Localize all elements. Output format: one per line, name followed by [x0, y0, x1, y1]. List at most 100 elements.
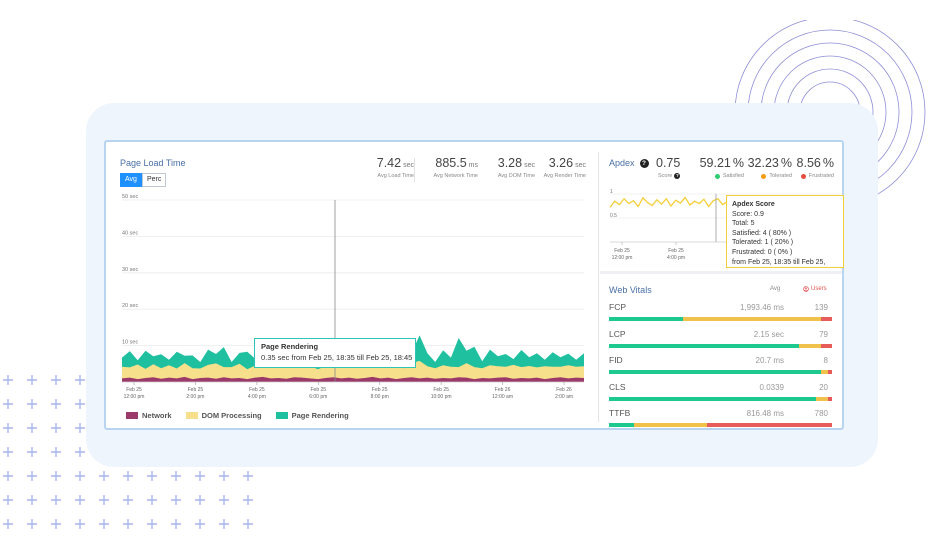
vital-name: CLS	[609, 381, 626, 392]
good-segment	[609, 396, 817, 401]
plus-icon	[51, 471, 61, 481]
x-tick-label: 8:00 pm	[371, 394, 389, 400]
vital-distribution-bar	[609, 370, 832, 374]
help-icon[interactable]: ?	[639, 158, 649, 168]
x-tick-label: Feb 26	[495, 387, 511, 393]
metric-avg-render-time: 3.26 sec Avg Render Time	[544, 156, 586, 179]
x-tick-label: Feb 26	[556, 387, 572, 393]
legend-swatch	[185, 412, 198, 419]
network-area	[122, 376, 584, 382]
chart-legend: Network DOM Processing Page Rendering	[126, 411, 349, 420]
plus-icon	[75, 423, 85, 433]
plus-icon	[51, 423, 61, 433]
web-vital-row-fcp[interactable]: FCP 1,993.46 ms 139	[609, 302, 832, 328]
web-vital-row-cls[interactable]: CLS 0.0339 20	[609, 382, 832, 408]
metric-label: Avg Render Time	[543, 173, 586, 179]
tooltip-title: Page Rendering	[261, 342, 319, 351]
plus-icon	[27, 519, 37, 529]
metric-value: 3.26	[548, 156, 574, 170]
web-vitals-avg-header: Avg	[770, 286, 781, 292]
tooltip-title: Apdex Score	[732, 201, 775, 208]
page-load-title: Page Load Time	[120, 158, 186, 168]
plus-icon	[75, 471, 85, 481]
web-vital-row-fid[interactable]: FID 20.7 ms 8	[609, 355, 832, 381]
vital-name: FID	[609, 355, 623, 365]
legend-page-rendering[interactable]: Page Rendering	[275, 411, 349, 420]
x-tick-label: 2:00 pm	[186, 394, 204, 400]
y-tick-label: 10 sec	[122, 340, 138, 346]
plus-icon	[27, 375, 37, 385]
plus-icon	[75, 375, 85, 385]
apdex-score-label: Score	[657, 173, 673, 179]
satisfied-label: Satisfied	[722, 173, 744, 179]
plus-icon	[243, 495, 253, 505]
percent-unit: %	[732, 156, 744, 170]
x-tick-label: Feb 25	[372, 387, 388, 393]
metric-unit: ms	[468, 162, 478, 169]
web-vital-row-ttfb[interactable]: TTFB 816.48 ms 780	[609, 408, 832, 434]
plus-icon	[75, 399, 85, 409]
perc-toggle-button[interactable]: Perc	[141, 173, 167, 187]
avg-perc-toggle: Avg Perc	[120, 173, 167, 187]
needs-improvement-segment	[798, 343, 821, 348]
web-vitals-title: Web Vitals	[609, 285, 652, 295]
users-label: Users	[811, 286, 827, 292]
frustrated-dot	[800, 173, 806, 179]
plus-icon	[195, 471, 205, 481]
plus-icon	[195, 519, 205, 529]
metric-value: 885.5	[435, 156, 467, 170]
x-tick-label: 10:00 pm	[431, 394, 452, 400]
vital-avg: 20.7 ms	[755, 356, 784, 365]
plus-icon	[123, 471, 133, 481]
apdex-panel: Apdex ? 0.75 Score? 59.21% Satisfied 32.…	[600, 142, 844, 268]
plus-icon	[147, 495, 157, 505]
x-tick-label: Feb 25	[310, 387, 326, 393]
metric-avg-network-time: 885.5 ms Avg Network Time	[433, 156, 478, 179]
poor-segment	[827, 396, 832, 401]
help-icon[interactable]: ?	[674, 173, 681, 179]
vital-users: 79	[819, 329, 828, 339]
x-tick-label: Feb 25	[668, 248, 684, 254]
vital-users: 20	[819, 382, 828, 392]
needs-improvement-segment	[633, 423, 708, 427]
y-tick-label: 1	[610, 189, 613, 195]
panel-divider	[598, 152, 599, 422]
x-tick-label: 12:00 pm	[124, 394, 145, 400]
plus-icon	[243, 471, 253, 481]
plus-icon	[147, 471, 157, 481]
plus-icon	[219, 471, 229, 481]
tolerated-value: 32.23	[747, 156, 779, 170]
legend-network[interactable]: Network	[126, 411, 172, 420]
plus-icon	[51, 447, 61, 457]
tooltip-line: Total: 5	[732, 220, 755, 228]
tooltip-body: 0.35 sec from Feb 25, 18:35 till Feb 25,…	[261, 353, 413, 362]
poor-segment	[707, 423, 832, 427]
users-icon	[803, 286, 809, 292]
satisfied-dot	[714, 173, 720, 179]
tooltip-line: Tolerated: 1 ( 20% )	[732, 239, 794, 247]
apdex-tooltip: Apdex Score Score: 0.9 Total: 5 Satisfie…	[726, 195, 844, 268]
legend-label: DOM Processing	[201, 411, 262, 420]
vital-users: 780	[814, 409, 828, 418]
x-tick-label: 4:00 pm	[667, 255, 685, 261]
plus-icon	[3, 495, 13, 505]
good-segment	[609, 317, 683, 321]
poor-segment	[820, 317, 832, 321]
legend-dom-processing[interactable]: DOM Processing	[185, 411, 262, 420]
page-rendering-tooltip: Page Rendering 0.35 sec from Feb 25, 18:…	[254, 338, 416, 368]
avg-toggle-button[interactable]: Avg	[120, 173, 142, 187]
needs-improvement-segment	[820, 370, 828, 374]
plus-icon	[123, 495, 133, 505]
y-tick-label: 50 sec	[122, 194, 138, 200]
apdex-score-value: 0.75	[656, 156, 681, 170]
plus-icon	[3, 423, 13, 433]
web-vitals-users-header[interactable]: Users	[803, 286, 827, 292]
apdex-score: 0.75 Score?	[656, 156, 681, 179]
plus-icon	[147, 519, 157, 529]
x-tick-label: Feb 25	[249, 387, 265, 393]
tooltip-line: Score: 0.9	[732, 210, 764, 218]
tooltip-line: Satisfied: 4 ( 80% )	[732, 229, 792, 237]
web-vital-row-lcp[interactable]: LCP 2.15 sec 79	[609, 329, 832, 355]
tooltip-line: Frustrated: 0 ( 0% )	[732, 248, 793, 256]
